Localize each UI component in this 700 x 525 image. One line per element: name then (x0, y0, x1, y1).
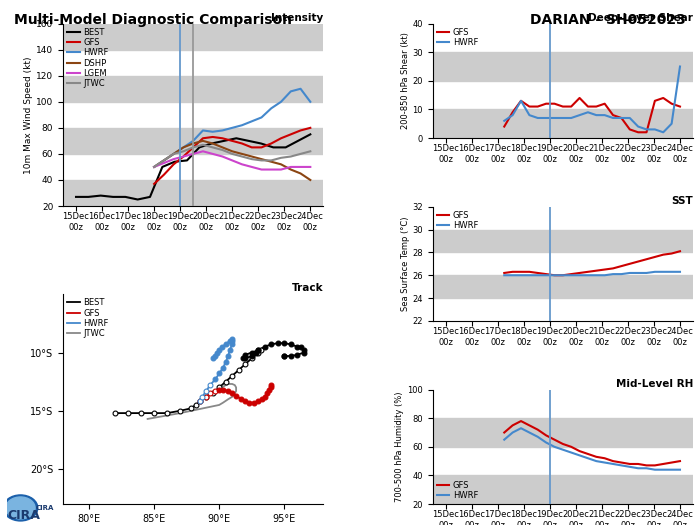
Bar (63, 128, 323, 154)
Text: Multi-Model Diagnostic Comparison: Multi-Model Diagnostic Comparison (14, 13, 292, 27)
Bar (63, 76, 323, 102)
Legend: GFS, HWRF: GFS, HWRF (437, 480, 478, 500)
Legend: BEST, GFS, HWRF, JTWC: BEST, GFS, HWRF, JTWC (67, 298, 108, 338)
Y-axis label: Sea Surface Temp (°C): Sea Surface Temp (°C) (400, 216, 410, 311)
Bar (433, 109, 693, 138)
Bar (433, 476, 693, 504)
Legend: BEST, GFS, HWRF, DSHP, LGEM, JTWC: BEST, GFS, HWRF, DSHP, LGEM, JTWC (67, 28, 108, 88)
Y-axis label: 700-500 hPa Humidity (%): 700-500 hPa Humidity (%) (395, 392, 405, 502)
Text: Deep-Layer Shear: Deep-Layer Shear (588, 13, 693, 23)
Bar (433, 275, 693, 298)
Text: DARIAN - SH052023: DARIAN - SH052023 (531, 13, 686, 27)
Legend: GFS, HWRF: GFS, HWRF (437, 211, 478, 230)
Bar (63, 24, 323, 50)
Text: Intensity: Intensity (271, 13, 323, 23)
Text: CIRA: CIRA (7, 509, 40, 522)
Text: Track: Track (292, 284, 323, 293)
Bar (433, 52, 693, 81)
Bar (433, 418, 693, 447)
Text: Mid-Level RH: Mid-Level RH (615, 379, 693, 389)
Circle shape (4, 495, 38, 521)
Circle shape (6, 497, 35, 519)
Text: SST: SST (671, 196, 693, 206)
Bar (63, 180, 323, 206)
Text: CIRA: CIRA (36, 505, 55, 511)
Y-axis label: 10m Max Wind Speed (kt): 10m Max Wind Speed (kt) (25, 56, 34, 174)
Bar (433, 229, 693, 253)
Y-axis label: 200-850 hPa Shear (kt): 200-850 hPa Shear (kt) (400, 33, 410, 129)
Legend: GFS, HWRF: GFS, HWRF (437, 28, 478, 47)
